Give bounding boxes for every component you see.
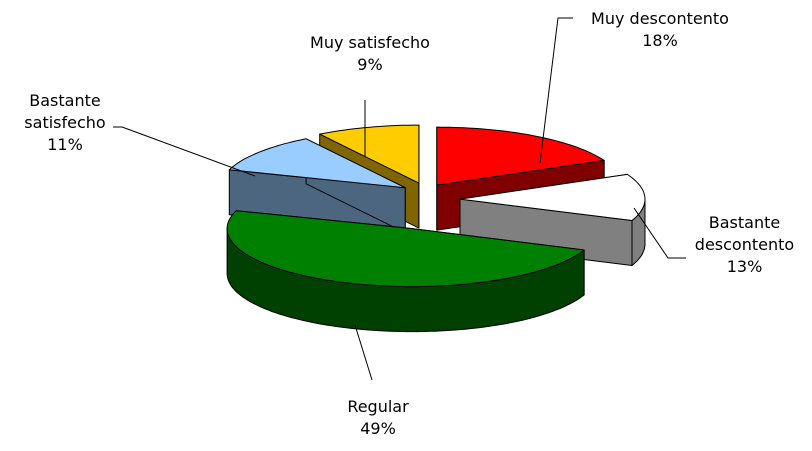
value-label: 49% — [360, 419, 396, 438]
slice-label: Muy descontento 18% — [585, 8, 735, 52]
slice-label: Muy satisfecho 9% — [285, 32, 455, 76]
value-label: 13% — [726, 257, 763, 276]
category-name: Bastante descontento — [694, 213, 795, 254]
value-label: 18% — [642, 31, 678, 50]
slice-label: Regular 49% — [300, 396, 456, 440]
value-label: 9% — [357, 55, 383, 74]
leader-line — [113, 126, 256, 177]
slice — [228, 138, 406, 189]
category-name: Muy satisfecho — [310, 33, 430, 52]
leader-line — [539, 17, 573, 164]
slice — [319, 124, 420, 184]
leader-line — [633, 207, 686, 259]
category-name: Muy descontento — [591, 9, 729, 28]
category-name: Bastante satisfecho — [24, 91, 106, 132]
slice-label: Bastante satisfecho 11% — [0, 90, 130, 156]
slice — [436, 126, 605, 186]
slice — [226, 210, 585, 288]
slice-label: Bastante descontento 13% — [672, 212, 812, 278]
slice — [459, 173, 646, 221]
leader-line — [354, 324, 373, 381]
category-name: Regular — [347, 397, 409, 416]
value-label: 11% — [47, 135, 83, 154]
